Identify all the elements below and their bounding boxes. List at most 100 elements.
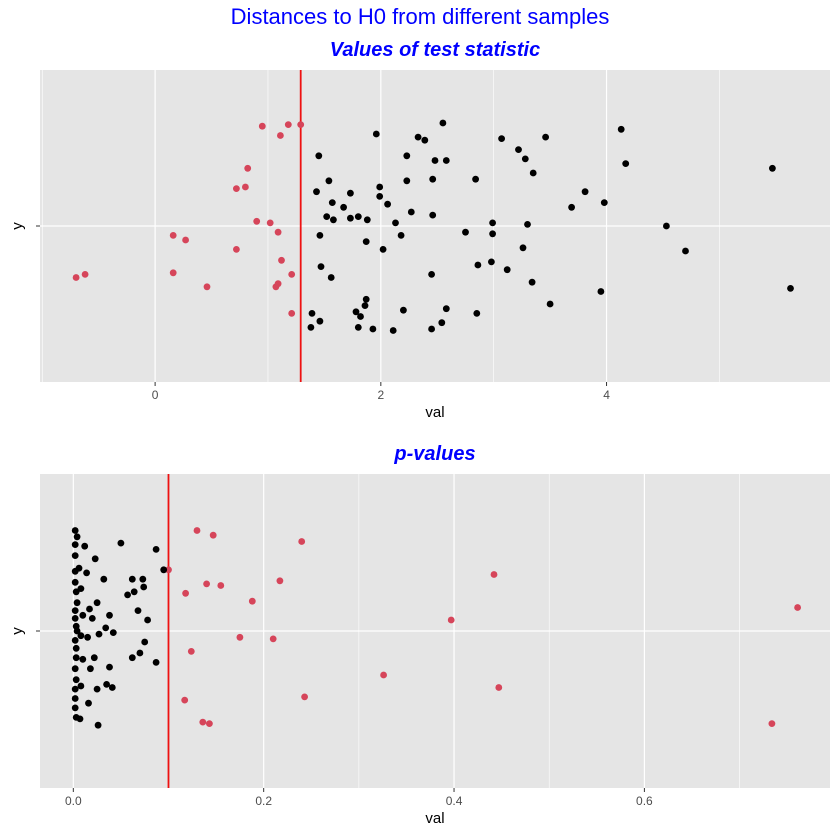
data-point [199,718,207,726]
data-point [498,135,505,143]
figure-title: Distances to H0 from different samples [230,4,610,29]
data-point [203,580,211,588]
data-point [442,305,450,313]
data-point [442,157,450,164]
x-tick-label: 2 [377,388,384,402]
data-point [376,183,384,191]
data-point [794,604,801,611]
x-axis-label: val [425,810,444,827]
data-point [206,720,213,727]
data-point [340,203,347,211]
data-point [316,317,324,325]
data-point [328,199,336,207]
data-point [71,685,79,693]
data-point [276,577,284,585]
data-point [529,169,537,177]
data-point [71,637,79,644]
x-tick-label: 4 [603,388,610,402]
data-point [141,638,149,646]
data-point [233,185,240,193]
data-point [379,246,387,253]
data-point [315,152,323,160]
data-point [72,644,80,652]
data-point [528,278,536,286]
data-point [77,632,85,640]
data-point [489,230,496,238]
x-tick-label: 0.0 [65,794,82,808]
data-point [400,306,407,314]
data-point [244,164,252,172]
data-point [617,125,625,133]
data-point [490,571,498,578]
data-point [73,533,81,541]
data-point [298,538,306,545]
data-point [187,648,195,655]
data-point [233,246,240,253]
data-point [515,146,522,154]
data-point [266,219,274,227]
data-point [274,280,282,288]
data-point [354,213,362,221]
data-point [352,308,360,316]
data-point [288,310,296,317]
data-point [193,527,201,534]
data-point [73,627,81,635]
data-point [488,258,495,266]
data-point [106,611,113,619]
data-point [317,263,325,270]
data-point [447,616,455,624]
x-tick-label: 0.2 [255,794,272,808]
data-point [327,274,335,281]
data-point [663,222,670,230]
data-point [489,219,496,227]
data-point [384,200,391,208]
data-point [473,310,481,317]
data-point [600,199,608,207]
data-point [428,271,435,278]
data-point [152,546,160,553]
data-point [622,160,630,168]
data-point [439,119,447,127]
data-point [169,269,177,277]
data-point [308,310,316,317]
data-point [403,177,411,185]
data-point [182,589,190,597]
data-point [71,552,79,559]
data-point [357,313,364,320]
data-point [72,274,80,281]
data-point [181,696,189,704]
data-point [431,157,439,164]
data-point [380,671,387,679]
data-point [160,566,168,574]
data-point [769,164,776,172]
data-point [182,236,190,244]
data-point [79,611,87,619]
data-point [81,271,89,278]
data-point [397,232,405,239]
data-point [361,302,369,309]
data-point [462,228,469,236]
data-point [95,630,103,638]
data-point [503,266,511,274]
data-point [128,575,136,583]
data-point [87,665,94,673]
data-point [330,216,337,224]
data-point [71,704,79,712]
data-point [325,177,333,185]
data-point [429,175,437,183]
y-axis-label: y [9,627,26,635]
data-point [474,261,482,269]
data-point [217,582,225,589]
data-point [369,325,377,333]
data-point [597,288,605,295]
data-point [93,599,101,607]
data-point [169,232,177,239]
data-point [203,283,211,291]
data-point [84,633,91,641]
data-point [392,219,399,227]
data-point [71,527,79,534]
data-point [372,130,380,138]
data-point [72,654,80,662]
data-point [81,542,89,550]
